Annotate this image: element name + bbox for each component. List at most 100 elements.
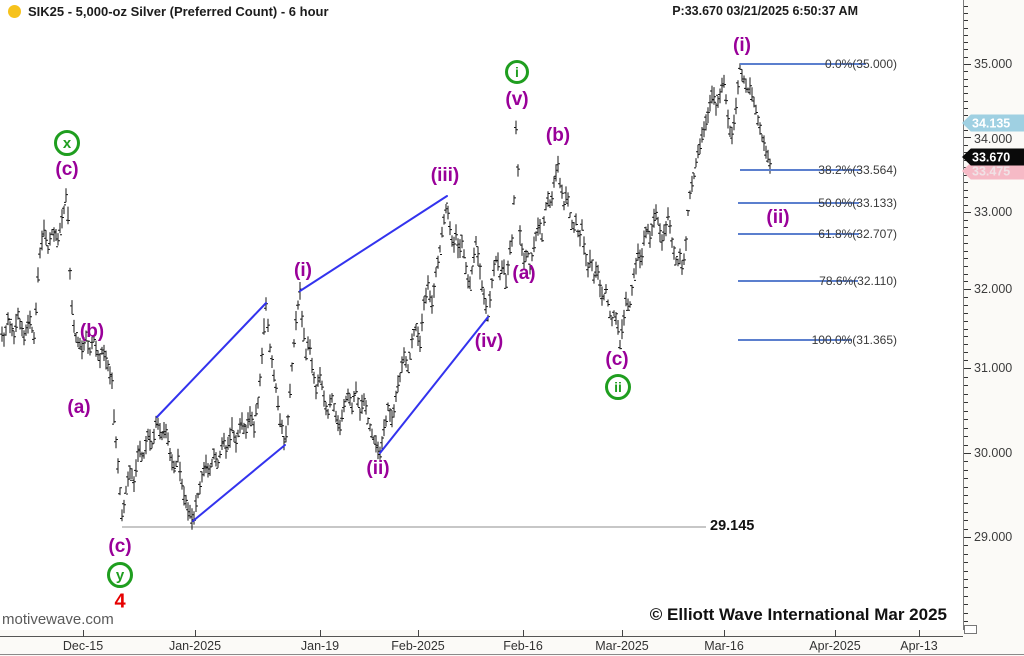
elliott-wave-label-8[interactable]: (v) xyxy=(505,89,529,110)
price-axis-tick xyxy=(964,613,968,614)
elliott-wave-label-11[interactable]: (c) xyxy=(605,349,629,370)
fib-label-50.0%[interactable]: 50.0%(33.133) xyxy=(818,196,897,210)
channel-line-1[interactable] xyxy=(299,195,448,292)
price-axis-tick xyxy=(964,428,968,429)
price-axis-tick xyxy=(964,478,968,479)
elliott-wave-label-9[interactable]: (a) xyxy=(512,263,536,284)
fib-label-0.0%[interactable]: 0.0%(35.000) xyxy=(824,57,897,71)
elliott-wave-label-3[interactable]: (c) xyxy=(108,536,132,557)
time-axis-label: Apr-2025 xyxy=(809,639,861,653)
price-axis-tick xyxy=(964,360,968,361)
elliott-wave-label-10[interactable]: (b) xyxy=(545,125,571,146)
time-axis-label: Apr-13 xyxy=(900,639,938,653)
green-circle-label-x[interactable]: x xyxy=(54,130,80,156)
price-axis-tick xyxy=(964,305,968,306)
price-axis-label: 35.000 xyxy=(974,57,1013,71)
time-axis-label: Jan-19 xyxy=(300,639,340,653)
price-axis-tick xyxy=(964,101,968,102)
price-axis-tick xyxy=(964,344,968,345)
channel-line-2[interactable] xyxy=(192,444,286,522)
price-axis-tick xyxy=(964,402,968,403)
price-axis-tick xyxy=(964,42,968,43)
price-axis-tick xyxy=(964,258,968,259)
green-circle-label-i[interactable]: i xyxy=(505,60,529,84)
price-axis-tick xyxy=(964,368,971,369)
price-axis-tick xyxy=(964,321,968,322)
price-axis-tick xyxy=(964,503,968,504)
price-axis-tick xyxy=(964,352,968,353)
price-axis-tick xyxy=(964,297,968,298)
price-axis-tick xyxy=(964,49,968,50)
price-axis-tick xyxy=(964,79,968,80)
price-axis-tick xyxy=(964,212,971,213)
price-axis-tick xyxy=(964,587,968,588)
price-axis-tick xyxy=(964,520,968,521)
fib-label-100.0%[interactable]: 100.0%(31.365) xyxy=(811,333,897,347)
price-axis-tick xyxy=(964,596,968,597)
price-axis-tick xyxy=(964,495,968,496)
price-axis-tick xyxy=(964,512,968,513)
price-axis-tick xyxy=(964,227,968,228)
time-axis-tick xyxy=(835,630,836,637)
elliott-wave-label-13[interactable]: (ii) xyxy=(766,207,790,228)
time-axis-tick xyxy=(320,630,321,637)
channel-line-0[interactable] xyxy=(156,302,267,418)
price-axis-tick xyxy=(964,175,968,176)
support-price-label[interactable]: 29.145 xyxy=(710,518,755,534)
channel-line-3[interactable] xyxy=(379,316,489,454)
bottom-border xyxy=(0,654,1024,655)
elliott-wave-label-5[interactable]: (ii) xyxy=(366,458,390,479)
elliott-wave-label-12[interactable]: (i) xyxy=(733,35,751,56)
red-wave-4-label[interactable]: 4 xyxy=(114,590,126,613)
fib-label-78.6%[interactable]: 78.6%(32.110) xyxy=(819,274,897,288)
axis-corner-handle xyxy=(964,625,977,634)
time-axis-tick xyxy=(622,630,623,637)
green-circle-label-y[interactable]: y xyxy=(107,562,133,588)
price-axis-label: 34.000 xyxy=(974,132,1013,146)
price-axis-tick xyxy=(964,545,968,546)
price-axis-tick xyxy=(964,436,968,437)
price-axis-tick xyxy=(964,470,968,471)
instrument-status-dot-icon xyxy=(8,5,21,18)
price-axis-tick xyxy=(964,281,968,282)
price-axis[interactable]: 35.000 34.000 33.000 32.000 31.000 30.000 29.0… xyxy=(962,0,1024,630)
price-axis-tick xyxy=(964,220,968,221)
elliott-wave-label-2[interactable]: (a) xyxy=(67,397,91,418)
elliott-wave-label-4[interactable]: (i) xyxy=(294,260,312,281)
fib-label-38.2%[interactable]: 38.2%(33.564) xyxy=(818,163,897,177)
elliott-wave-label-0[interactable]: (c) xyxy=(55,159,79,180)
time-axis-tick xyxy=(724,630,725,637)
fib-label-61.8%[interactable]: 61.8%(32.707) xyxy=(818,227,897,241)
price-axis-tick xyxy=(964,182,968,183)
chart-title-bar: SIK25 - 5,000-oz Silver (Preferred Count… xyxy=(0,0,960,24)
price-axis-tick xyxy=(964,35,968,36)
time-axis-label: Feb-2025 xyxy=(391,639,445,653)
price-axis-tick xyxy=(964,251,968,252)
price-axis-label: 31.000 xyxy=(974,361,1013,375)
time-axis-tick xyxy=(418,630,419,637)
price-axis-tick xyxy=(964,394,968,395)
price-axis-tick xyxy=(964,537,971,538)
price-axis-tick xyxy=(964,93,968,94)
chart-canvas[interactable]: 0.0%(35.000) 38.2%(33.564) 50.0%(33.133) 61… xyxy=(0,0,963,630)
elliott-wave-label-7[interactable]: (iv) xyxy=(474,331,504,352)
elliott-wave-label-1[interactable]: (b) xyxy=(79,321,105,342)
price-axis-tick xyxy=(964,13,968,14)
time-axis-tick xyxy=(195,630,196,637)
price-axis-tick xyxy=(964,453,971,454)
price-axis-tick xyxy=(964,266,968,267)
price-axis-tick xyxy=(964,205,968,206)
price-badge: 34.135 xyxy=(962,114,1024,132)
time-axis-label: Dec-15 xyxy=(62,639,104,653)
price-axis-tick xyxy=(964,235,968,236)
green-circle-label-ii[interactable]: ii xyxy=(605,374,631,400)
price-bars xyxy=(0,63,772,530)
price-axis-tick xyxy=(964,621,968,622)
price-axis-tick xyxy=(964,190,968,191)
price-axis-label: 32.000 xyxy=(974,282,1013,296)
price-axis-label: 30.000 xyxy=(974,446,1013,460)
price-axis-label: 33.000 xyxy=(974,205,1013,219)
time-axis-label: Mar-2025 xyxy=(595,639,649,653)
elliott-wave-label-6[interactable]: (iii) xyxy=(430,165,460,186)
time-axis[interactable]: Dec-15 Jan-2025 Jan-19 Feb-2025 Feb-16 Mar-20… xyxy=(0,630,1024,656)
